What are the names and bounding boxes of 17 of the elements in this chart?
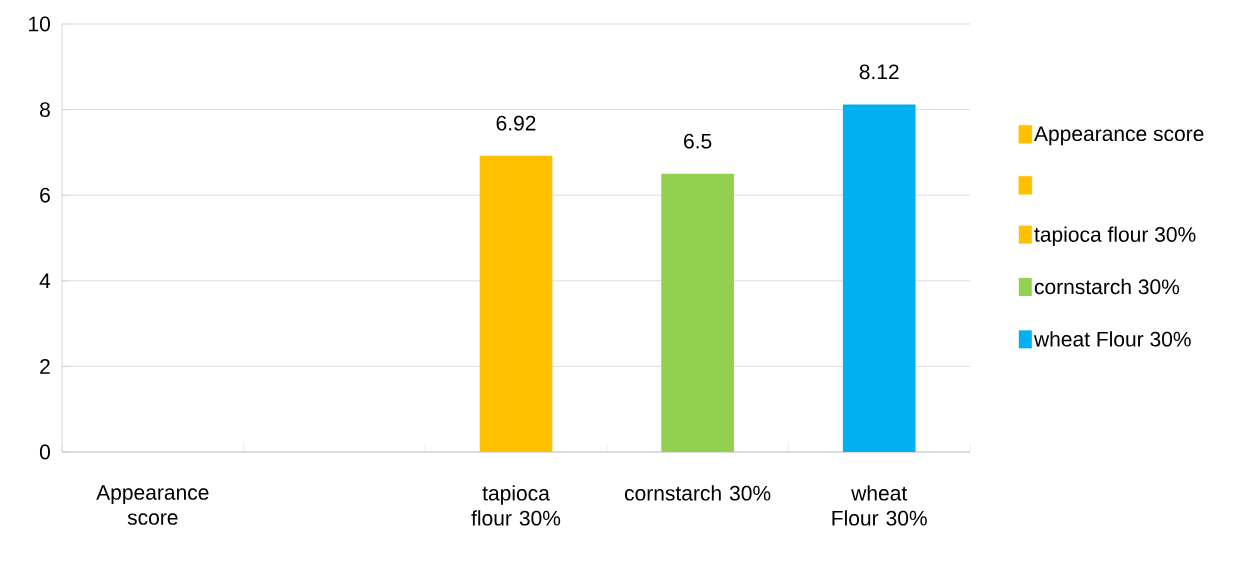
legend-label: Appearance score (1034, 126, 1204, 146)
y-tick-label: 2 (40, 359, 50, 374)
legend-label: cornstarch 30% (1034, 278, 1180, 295)
y-tick-label: 8 (40, 102, 50, 118)
data-label: 6.5 (684, 133, 712, 149)
legend-label: wheat Flour 30% (1033, 331, 1191, 347)
x-tick-label: wheat Flour 30% (832, 485, 927, 526)
x-tick-label: cornstarch 30% (624, 485, 771, 501)
y-tick-label: 6 (40, 187, 50, 203)
y-tick-label: 10 (29, 16, 50, 32)
data-label: 8.12 (859, 64, 899, 80)
legend-label: tapioca flour 30% (1034, 226, 1196, 247)
x-tick-label: Appearance score (96, 485, 209, 525)
y-tick-label: 4 (39, 273, 51, 289)
data-label: 6.92 (496, 115, 536, 131)
y-tick-label: 0 (39, 444, 50, 460)
x-tick-label: tapioca flour 30% (471, 485, 561, 526)
